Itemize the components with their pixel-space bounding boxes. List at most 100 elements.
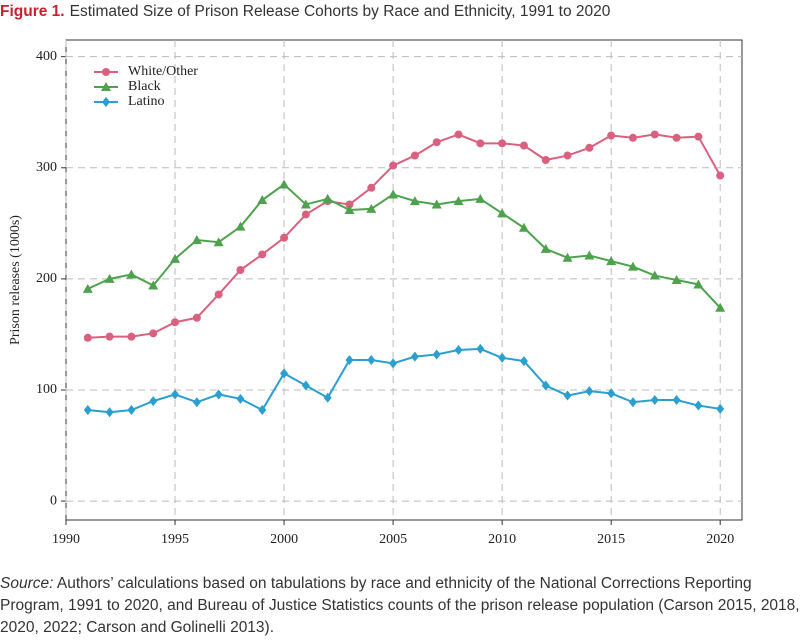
marker	[345, 200, 354, 209]
marker	[235, 221, 246, 231]
y-tick-label: 100	[36, 382, 57, 397]
marker	[431, 199, 442, 209]
marker	[82, 283, 93, 293]
marker	[693, 279, 704, 289]
series-line	[87, 183, 721, 309]
marker	[149, 396, 158, 407]
marker	[585, 386, 594, 397]
x-tick-label: 1995	[161, 532, 189, 547]
marker	[192, 397, 201, 408]
marker	[170, 253, 181, 263]
marker	[607, 388, 616, 399]
marker	[301, 210, 310, 219]
marker	[498, 352, 507, 363]
marker	[214, 389, 223, 400]
marker	[322, 193, 333, 203]
marker	[149, 329, 158, 338]
marker	[672, 133, 681, 142]
chart: Figure 1. Estimated Size of Prison Releas…	[0, 3, 743, 547]
marker	[192, 313, 201, 322]
marker	[102, 97, 110, 107]
y-tick-label: 0	[50, 493, 57, 508]
y-tick-label: 200	[36, 271, 57, 286]
marker	[694, 400, 703, 411]
marker	[476, 343, 485, 354]
x-tick-label: 2010	[488, 532, 516, 547]
marker	[101, 82, 111, 91]
marker	[432, 349, 441, 360]
marker	[563, 151, 572, 160]
marker	[127, 332, 136, 341]
marker	[191, 235, 202, 244]
marker	[105, 407, 114, 418]
x-tick-label: 2005	[379, 532, 407, 547]
legend-label: Black	[128, 79, 161, 94]
source-note: Source: Authors’ calculations based on t…	[0, 573, 800, 639]
marker	[453, 196, 464, 206]
marker	[562, 252, 573, 262]
marker	[127, 405, 136, 415]
marker	[410, 351, 419, 362]
marker	[519, 141, 528, 150]
marker	[716, 403, 725, 414]
marker	[585, 143, 594, 152]
marker	[83, 333, 92, 342]
marker	[171, 318, 180, 327]
marker	[694, 132, 703, 141]
marker	[301, 380, 310, 391]
marker	[672, 395, 681, 405]
marker	[716, 171, 725, 180]
marker	[541, 380, 550, 391]
marker	[715, 302, 726, 312]
marker	[102, 68, 110, 76]
x-tick-label: 2015	[597, 532, 625, 547]
source-label: Source:	[0, 575, 54, 592]
marker	[540, 243, 551, 253]
marker	[236, 393, 245, 404]
marker	[213, 237, 224, 247]
marker	[563, 390, 572, 401]
marker	[367, 183, 376, 192]
marker	[454, 345, 463, 355]
marker	[671, 275, 682, 284]
marker	[475, 193, 486, 203]
marker	[497, 208, 508, 218]
marker	[258, 250, 267, 259]
marker	[454, 130, 463, 139]
marker	[519, 356, 528, 367]
marker	[518, 222, 529, 232]
marker	[409, 196, 420, 206]
marker	[649, 270, 660, 280]
marker	[367, 355, 376, 365]
marker	[104, 273, 115, 283]
marker	[650, 130, 659, 139]
y-axis-label: Prison releases (1000s)	[8, 215, 23, 345]
marker	[279, 179, 290, 189]
marker	[105, 332, 114, 341]
marker	[476, 139, 485, 148]
marker	[584, 250, 595, 260]
marker	[257, 195, 268, 204]
marker	[388, 189, 399, 199]
marker	[650, 395, 659, 405]
marker	[344, 205, 355, 214]
marker	[628, 133, 637, 142]
y-tick-label: 300	[36, 160, 57, 175]
legend-label: White/Other	[128, 64, 198, 79]
marker	[126, 269, 137, 279]
marker	[432, 138, 441, 147]
marker	[366, 203, 377, 213]
source-text: Authors’ calculations based on tabulatio…	[0, 575, 800, 636]
marker	[627, 261, 638, 271]
marker	[236, 266, 245, 274]
marker	[606, 256, 617, 266]
series-line	[87, 347, 721, 414]
marker	[83, 405, 92, 415]
marker	[300, 199, 311, 209]
x-tick-label: 2020	[706, 532, 734, 547]
marker	[214, 290, 223, 299]
marker	[148, 280, 159, 290]
marker	[628, 397, 637, 408]
marker	[323, 392, 332, 403]
